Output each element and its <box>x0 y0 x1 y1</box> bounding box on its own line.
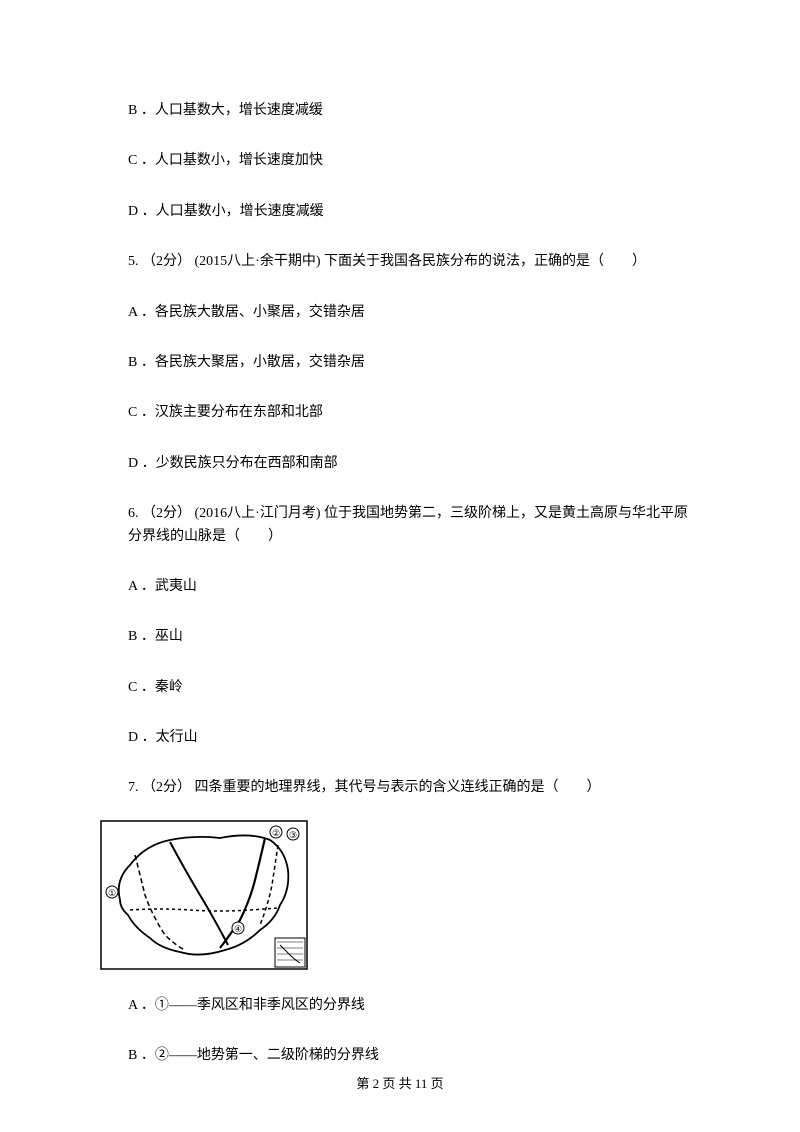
question-7-stem: 7. （2分） 四条重要的地理界线，其代号与表示的含义连线正确的是（ ） <box>100 777 700 799</box>
question-7-option-b: B ．②——地势第一、二级阶梯的分界线 <box>100 1045 700 1067</box>
question-6-option-c: C ．秦岭 <box>100 677 700 699</box>
question-6-option-d: D ．太行山 <box>100 727 700 749</box>
option-b-prev: B ．人口基数大，增长速度减缓 <box>100 100 700 122</box>
question-5-option-b: B ．各民族大聚居，小散居，交错杂居 <box>100 352 700 374</box>
map-svg: ① ② ③ ④ <box>100 820 308 970</box>
question-6-option-a: A ．武夷山 <box>100 576 700 598</box>
svg-text:②: ② <box>272 828 280 838</box>
option-d-prev: D ．人口基数小，增长速度减缓 <box>100 201 700 223</box>
question-6-option-b: B ．巫山 <box>100 626 700 648</box>
china-map-figure: ① ② ③ ④ <box>0 820 800 975</box>
question-7-option-a: A ．①——季风区和非季风区的分界线 <box>100 995 700 1017</box>
page-footer: 第 2 页 共 11 页 <box>0 1073 800 1092</box>
svg-text:①: ① <box>108 888 116 898</box>
svg-text:④: ④ <box>234 924 242 934</box>
question-5-option-d: D ．少数民族只分布在西部和南部 <box>100 453 700 475</box>
question-5-option-c: C ．汉族主要分布在东部和北部 <box>100 402 700 424</box>
svg-text:③: ③ <box>289 830 297 840</box>
question-6-stem: 6. （2分） (2016八上·江门月考) ​位于我国地势第二，三级阶梯上，又是… <box>100 503 700 548</box>
question-5-option-a: A ．各民族大散居、小聚居，交错杂居 <box>100 302 700 324</box>
question-5-stem: 5. （2分） (2015八上·余干期中) 下面关于我国各民族分布的说法，正确的… <box>100 251 700 273</box>
option-c-prev: C ．人口基数小，增长速度加快 <box>100 150 700 172</box>
